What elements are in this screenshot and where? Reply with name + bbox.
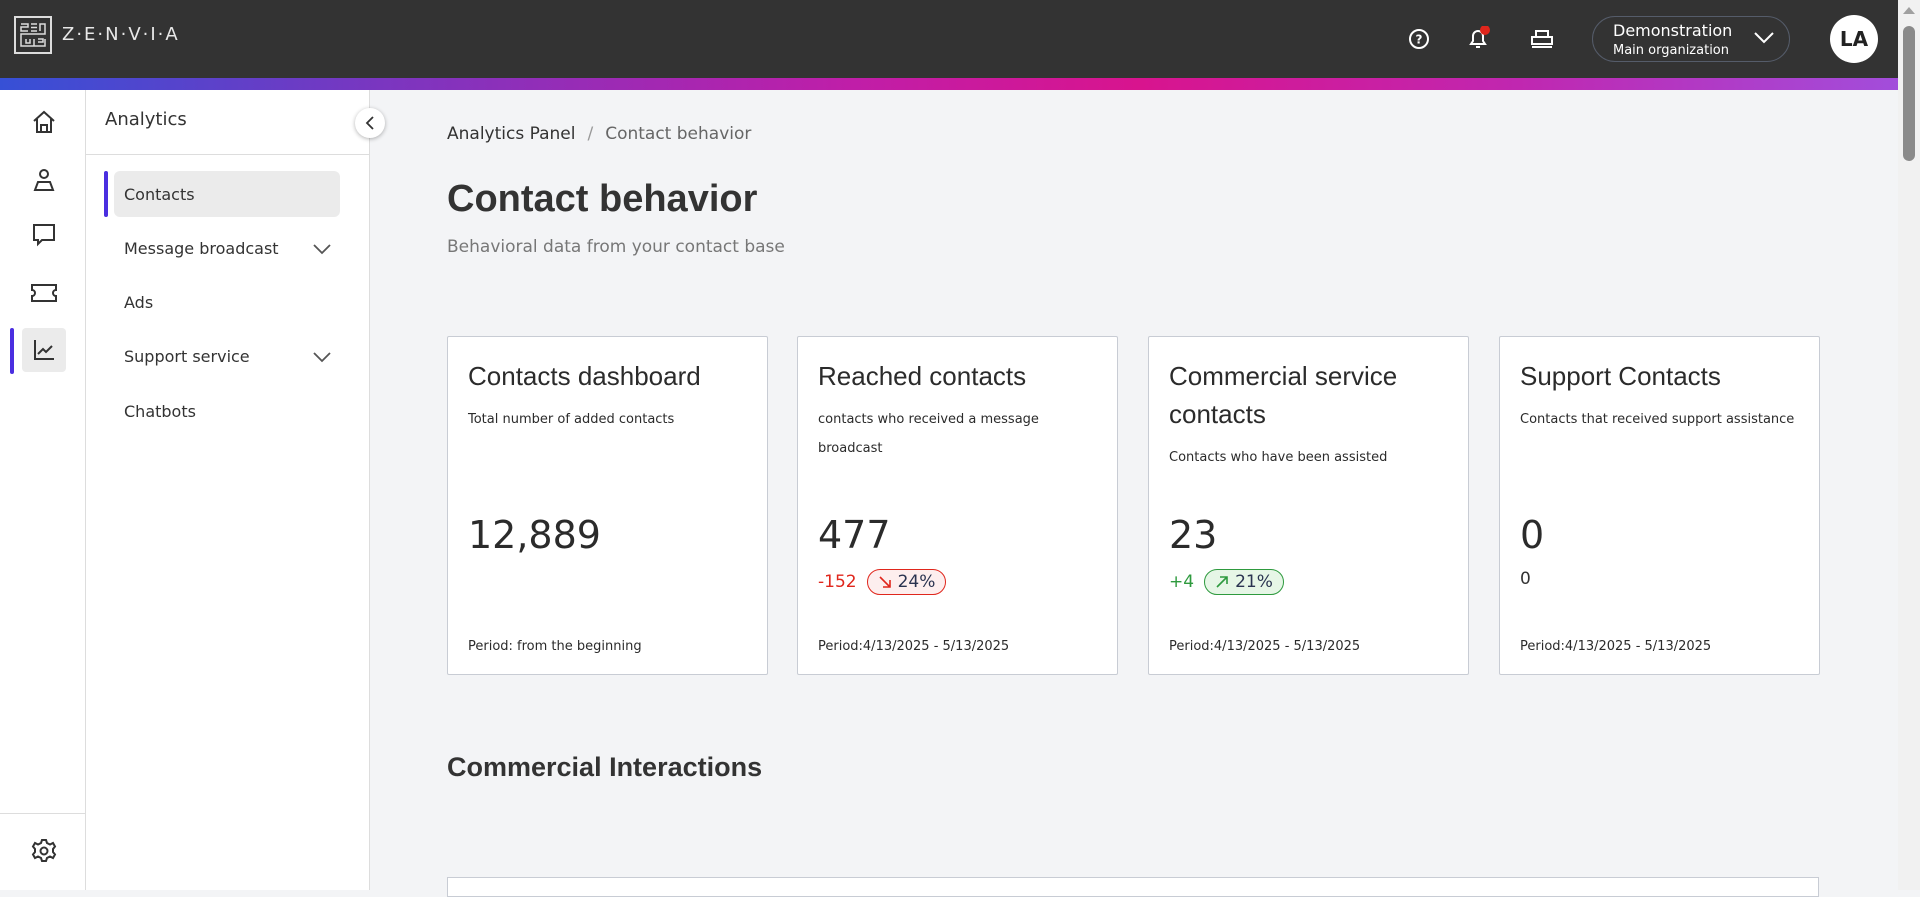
card-reached-contacts: Reached contacts contacts who received a… [797,336,1118,675]
zenvia-logo[interactable] [14,16,52,54]
home-icon[interactable] [22,100,66,144]
icon-rail [0,90,86,890]
org-subtitle: Main organization [1613,43,1729,58]
ticket-icon[interactable] [22,271,66,315]
breadcrumb-analytics-panel[interactable]: Analytics Panel [447,124,576,144]
breadcrumb: Analytics Panel / Contact behavior [447,124,751,144]
card-description: Contacts who have been assisted [1169,450,1388,465]
breadcrumb-separator: / [587,124,594,144]
organization-selector[interactable]: Demonstration Main organization [1592,16,1790,62]
chevron-down-icon [313,352,331,363]
badge-value: 24% [897,572,936,592]
help-icon[interactable]: ? [1404,24,1434,54]
page-title: Contact behavior [447,178,758,220]
card-title: Contacts dashboard [468,361,701,391]
sidebar-item-label: Ads [124,292,154,312]
sidebar-item-label: Contacts [124,184,195,204]
chevron-down-icon [313,244,331,255]
card-description: Total number of added contacts [468,412,675,427]
svg-text:?: ? [1416,33,1423,47]
printer-icon[interactable] [1527,24,1557,54]
user-avatar[interactable]: LA [1830,15,1878,63]
sidebar-item-ads[interactable]: Ads [114,279,340,325]
active-indicator [104,171,108,217]
card-value: 23 [1169,513,1218,557]
sidebar-item-message-broadcast[interactable]: Message broadcast [114,225,340,271]
trend-badge: 24% [866,569,947,595]
page-scrollbar[interactable] [1898,0,1920,890]
user-icon[interactable] [22,158,66,202]
card-sub-value: 0 [1520,569,1531,589]
badge-value: 21% [1235,572,1273,592]
section-title: Commercial Interactions [447,752,763,782]
trend-badge: 21% [1204,569,1284,595]
card-value: 477 [818,513,891,557]
header-gradient-bar [0,78,1898,90]
card-support-contacts: Support Contacts Contacts that received … [1499,336,1820,675]
chat-icon[interactable] [22,213,66,257]
card-value: 12,889 [468,513,601,557]
card-title: Support Contacts [1520,361,1721,391]
sidebar-item-label: Chatbots [124,401,196,421]
sidebar-item-chatbots[interactable]: Chatbots [114,388,340,434]
org-name: Demonstration [1613,21,1733,40]
collapse-sidebar-button[interactable] [355,108,385,138]
card-title: Reached contacts [818,361,1027,391]
gear-icon[interactable] [22,829,66,873]
card-delta: +4 [1169,572,1195,592]
sidebar-item-label: Message broadcast [124,238,279,258]
divider [0,813,86,814]
card-delta: -152 [818,572,857,592]
card-period: Period:4/13/2025 - 5/13/2025 [1520,639,1712,654]
arrow-down-right-icon [879,576,891,588]
breadcrumb-current: Contact behavior [605,124,752,144]
card-description: contacts who received a message broadcas… [818,412,1039,456]
sidebar-item-contacts[interactable]: Contacts [114,171,340,217]
analytics-chart-icon[interactable] [22,328,66,372]
card-contacts-dashboard: Contacts dashboard Total number of added… [447,336,768,675]
top-header [0,0,1898,78]
scrollbar-thumb[interactable] [1903,26,1915,161]
card-period: Period:4/13/2025 - 5/13/2025 [818,639,1010,654]
notifications-bell-icon[interactable] [1463,24,1493,54]
card-period: Period: from the beginning [468,639,642,654]
sidebar-item-label: Support service [124,346,250,366]
arrow-up-right-icon [1216,576,1228,588]
divider [86,154,370,155]
sidebar-title: Analytics [105,109,187,130]
scroll-up-arrow-icon[interactable] [1903,6,1915,14]
brand-name: Z·E·N·V·I·A [62,24,180,45]
page-subtitle: Behavioral data from your contact base [447,237,785,257]
card-title: Commercial service contacts [1169,361,1398,429]
card-commercial-service-contacts: Commercial service contacts Contacts who… [1148,336,1469,675]
chevron-down-icon [1754,32,1774,44]
chevron-left-icon [365,116,374,130]
card-period: Period:4/13/2025 - 5/13/2025 [1169,639,1361,654]
card-value: 0 [1520,513,1545,557]
sidebar-item-support-service[interactable]: Support service [114,333,340,379]
active-indicator [10,328,14,374]
commercial-interactions-panel [447,877,1819,897]
analytics-sidebar: Analytics Contacts Message broadcast Ads… [86,90,370,890]
card-description: Contacts that received support assistanc… [1520,412,1795,427]
